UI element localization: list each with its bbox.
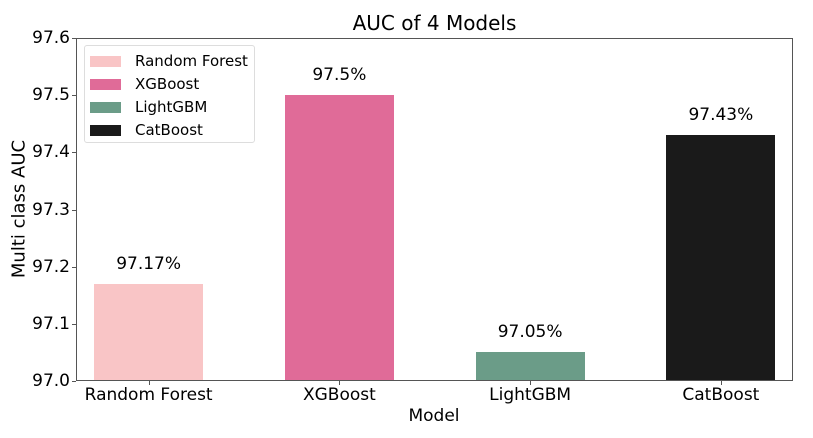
y-tick-label: 97.3 <box>32 199 70 220</box>
bar-random-forest <box>94 283 204 380</box>
y-tick-mark <box>72 381 76 382</box>
legend-swatch-icon <box>90 78 121 90</box>
bar-lightgbm <box>475 352 585 380</box>
bar-value-label: 97.5% <box>312 65 367 86</box>
legend-swatch-icon <box>90 101 121 113</box>
x-tick-mark <box>148 381 150 385</box>
y-tick-label: 97.4 <box>32 142 70 163</box>
legend-item: Random Forest <box>90 51 248 71</box>
y-tick-label: 97.6 <box>32 28 70 48</box>
legend-item: XGBoost <box>90 74 199 94</box>
x-tick-mark <box>720 381 722 385</box>
y-tick-mark <box>72 323 76 325</box>
x-tick-label: LightGBM <box>489 385 572 405</box>
x-tick-label: XGBoost <box>302 385 376 405</box>
y-tick-mark <box>72 209 76 211</box>
y-tick-mark <box>72 38 76 39</box>
legend-label: LightGBM <box>135 98 208 116</box>
x-tick-label: Random Forest <box>84 385 213 405</box>
legend-label: CatBoost <box>135 121 203 139</box>
y-tick-label: 97.1 <box>32 313 70 334</box>
x-axis-label: Model <box>408 406 460 426</box>
x-tick-label: CatBoost <box>682 385 760 405</box>
legend-label: XGBoost <box>135 75 200 93</box>
bar-catboost <box>666 135 776 380</box>
bar-value-label: 97.05% <box>497 322 563 343</box>
legend-swatch-icon <box>90 124 121 136</box>
plot-area <box>76 38 793 381</box>
y-tick-label: 97.0 <box>32 371 70 391</box>
legend-item: CatBoost <box>90 120 203 140</box>
y-tick-label: 97.2 <box>32 256 70 277</box>
legend-label: Random Forest <box>135 52 248 70</box>
x-tick-mark <box>530 381 532 385</box>
y-tick-mark <box>72 95 76 97</box>
legend-item: LightGBM <box>90 97 207 117</box>
y-axis-label: Multi class AUC <box>8 139 30 279</box>
chart-title: AUC of 4 Models <box>352 11 517 35</box>
bar-value-label: 97.17% <box>116 253 182 274</box>
y-tick-mark <box>72 266 76 268</box>
y-tick-mark <box>72 152 76 154</box>
legend-swatch-icon <box>90 55 121 67</box>
bar-xgboost <box>284 95 394 380</box>
y-tick-label: 97.5 <box>32 85 70 106</box>
legend: Random Forest XGBoost LightGBM CatBoost <box>84 45 255 143</box>
bar-value-label: 97.43% <box>688 105 754 126</box>
x-tick-mark <box>339 381 341 385</box>
